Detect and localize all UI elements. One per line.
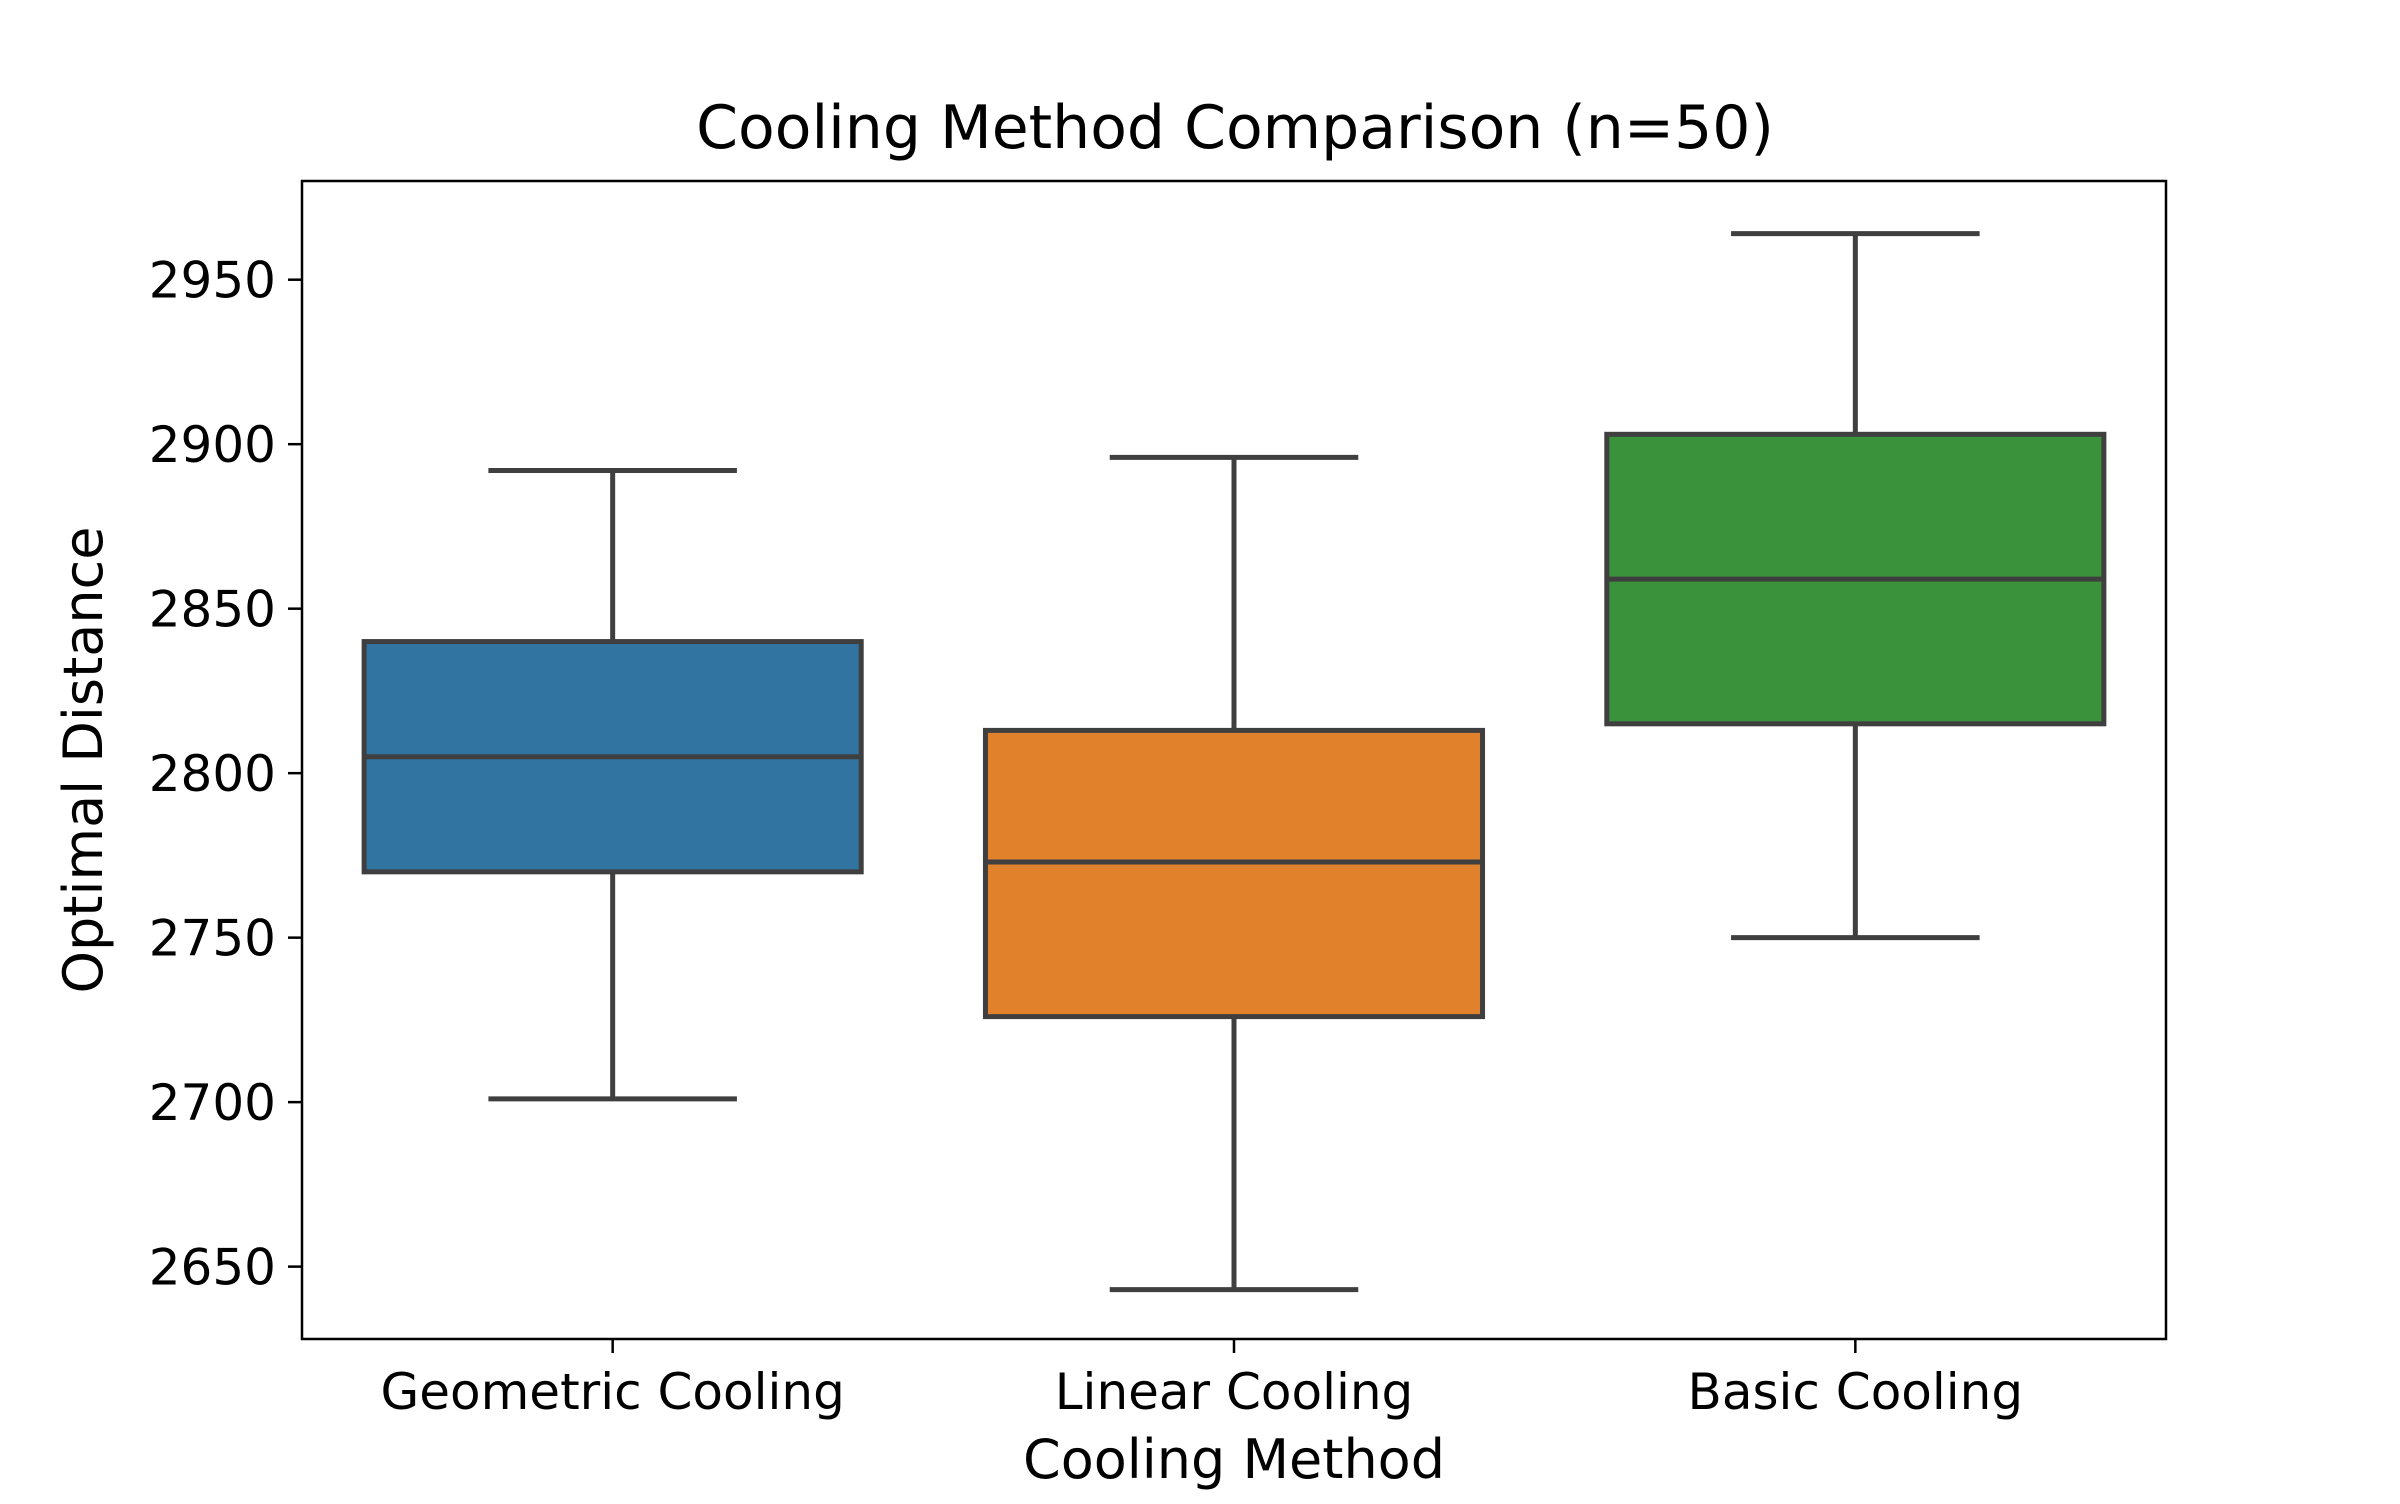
y-axis-label: Optimal Distance bbox=[52, 527, 115, 994]
x-tick-label: Basic Cooling bbox=[1688, 1363, 2024, 1421]
box-iqr bbox=[982, 727, 1486, 1020]
x-axis: Geometric Cooling Linear Cooling Basic Coo… bbox=[381, 1339, 2024, 1421]
y-tick-label: 2700 bbox=[149, 1074, 276, 1132]
boxes-layer bbox=[361, 231, 2107, 1293]
x-tick-label: Geometric Cooling bbox=[381, 1363, 845, 1421]
y-tick-label: 2800 bbox=[149, 745, 276, 803]
y-tick-label: 2900 bbox=[149, 416, 276, 474]
y-tick-label: 2650 bbox=[149, 1239, 276, 1297]
y-tick-label: 2850 bbox=[149, 581, 276, 639]
x-tick-label: Linear Cooling bbox=[1055, 1363, 1414, 1421]
x-axis-label: Cooling Method bbox=[1023, 1428, 1445, 1491]
box-group bbox=[982, 454, 1486, 1293]
y-tick-label: 2750 bbox=[149, 910, 276, 968]
y-tick-label: 2950 bbox=[149, 252, 276, 310]
box-group bbox=[361, 468, 864, 1102]
chart-title: Cooling Method Comparison (n=50) bbox=[696, 93, 1774, 163]
box-group bbox=[1604, 231, 2107, 941]
y-axis: 2650 2700 2750 2800 2850 2900 2950 bbox=[149, 252, 302, 1297]
